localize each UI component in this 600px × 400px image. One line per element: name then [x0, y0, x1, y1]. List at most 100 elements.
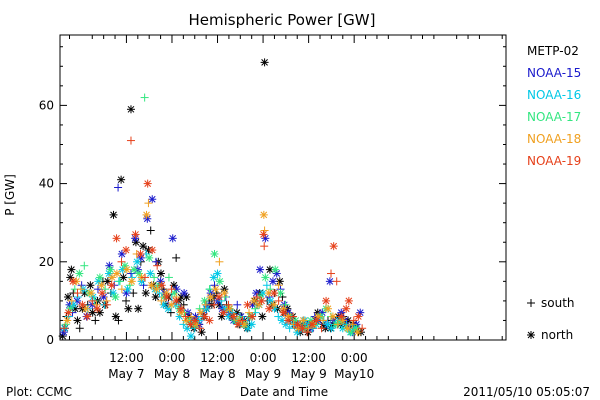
data-point-south [115, 277, 124, 286]
data-point-north [186, 332, 195, 341]
data-point-north [139, 242, 148, 251]
data-point-north [66, 273, 75, 282]
y-axis-label: P [GW] [3, 174, 17, 216]
data-point-north [111, 292, 120, 301]
data-point-south [117, 257, 126, 266]
data-point-south [67, 296, 76, 305]
data-point-south [140, 93, 149, 102]
data-point-south [201, 300, 210, 309]
data-point-south [289, 312, 298, 321]
data-point-north [134, 304, 143, 313]
data-point-north [126, 105, 135, 114]
data-point-south [146, 226, 155, 235]
data-point-south [76, 285, 85, 294]
data-point-south [196, 324, 205, 333]
data-point-north [275, 277, 284, 286]
x-tick-date-label: May 9 [290, 367, 326, 381]
x-tick-time-label: 12:00 [109, 351, 144, 365]
data-point-north [98, 289, 107, 298]
legend: METP-02 NOAA-15 NOAA-16 NOAA-17 NOAA-18 NOAA-… [527, 44, 581, 168]
chart-title: Hemispheric Power [GW] [189, 11, 376, 29]
data-point-south [153, 261, 162, 270]
data-point-south [285, 324, 294, 333]
data-point-north [215, 292, 224, 301]
x-tick-time-label: 0:00 [341, 351, 368, 365]
data-point-north [108, 273, 117, 282]
series-noaa-19 [60, 136, 367, 337]
data-point-north [329, 242, 338, 251]
data-point-north [322, 296, 331, 305]
data-point-north [354, 312, 363, 321]
south-marker-icon [527, 299, 535, 307]
data-point-north [63, 316, 72, 325]
data-point-north [109, 210, 118, 219]
data-point-south [238, 316, 247, 325]
y-tick-label: 40 [39, 177, 54, 191]
data-point-north [97, 281, 106, 290]
data-point-north [299, 316, 308, 325]
data-point-north [168, 234, 177, 243]
footer-timestamp: 2011/05/10 05:05:07 [463, 385, 590, 399]
data-point-north [167, 300, 176, 309]
x-tick-date-label: May10 [334, 367, 374, 381]
data-point-north [136, 249, 145, 258]
data-point-north [210, 249, 219, 258]
data-point-south [122, 296, 131, 305]
data-point-north [151, 292, 160, 301]
data-point-south [129, 289, 138, 298]
data-point-south [274, 312, 283, 321]
data-point-north [148, 195, 157, 204]
data-point-north [148, 246, 157, 255]
data-point-south [260, 242, 269, 251]
data-point-north [312, 316, 321, 325]
data-point-north [145, 253, 154, 262]
data-point-north [264, 289, 273, 298]
data-point-north [229, 312, 238, 321]
data-point-south [251, 304, 260, 313]
x-tick-time-label: 0:00 [158, 351, 185, 365]
data-point-south [172, 253, 181, 262]
data-point-north [243, 300, 252, 309]
data-point-north [67, 265, 76, 274]
data-point-north [260, 58, 269, 67]
data-point-south [262, 281, 271, 290]
data-point-south [75, 324, 84, 333]
marker-legend-label: north [541, 328, 573, 342]
data-point-south [93, 285, 102, 294]
data-point-north [68, 277, 77, 286]
data-point-north [122, 246, 131, 255]
data-point-north [111, 312, 120, 321]
data-point-north [298, 324, 307, 333]
data-point-north [219, 308, 228, 317]
data-point-south [233, 300, 242, 309]
data-point-north [215, 277, 224, 286]
data-point-north [164, 304, 173, 313]
data-point-south [126, 136, 135, 145]
north-marker-icon [527, 331, 535, 339]
data-point-north [156, 269, 165, 278]
data-point-north [73, 316, 82, 325]
data-point-north [261, 273, 270, 282]
data-point-north [269, 300, 278, 309]
data-point-south [332, 277, 341, 286]
data-point-north [130, 265, 139, 274]
data-point-south [303, 328, 312, 337]
data-point-south [181, 312, 190, 321]
data-point-south [210, 300, 219, 309]
data-point-north [337, 312, 346, 321]
data-point-south [88, 296, 97, 305]
data-point-north [268, 277, 277, 286]
data-point-south [317, 324, 326, 333]
x-tick-time-label: 12:00 [291, 351, 326, 365]
y-tick-label: 20 [39, 255, 54, 269]
data-point-north [265, 304, 274, 313]
x-axis-label: Date and Time [240, 385, 328, 399]
data-point-north [141, 289, 150, 298]
data-point-south [348, 320, 357, 329]
x-tick-time-label: 0:00 [250, 351, 277, 365]
x-tick-date-label: May 9 [245, 367, 281, 381]
data-point-north [157, 281, 166, 290]
data-point-north [172, 296, 181, 305]
plot-area [59, 34, 507, 341]
data-point-north [211, 285, 220, 294]
